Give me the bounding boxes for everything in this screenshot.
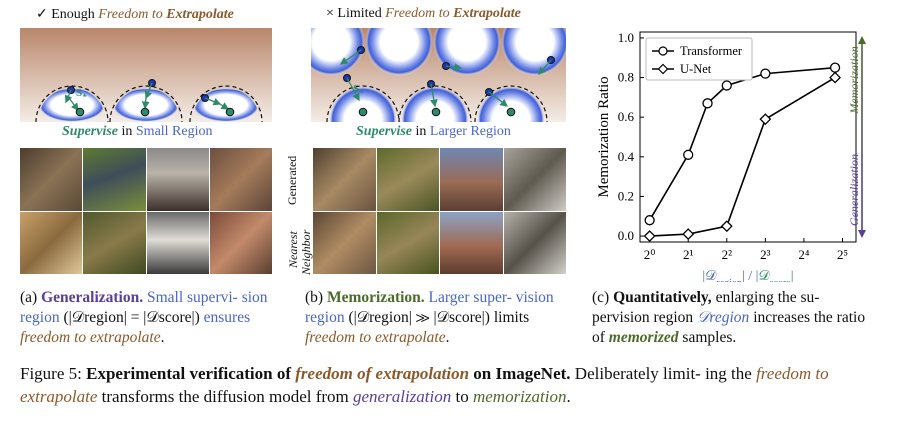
nearest-neighbor-sample	[209, 211, 272, 274]
s-star-label: S⋆	[76, 87, 87, 100]
data-point	[682, 228, 695, 240]
nearest-neighbor-sample	[313, 211, 376, 274]
panel-a-diagram: S⋆	[20, 28, 272, 122]
x-tick-label: 2⁰	[644, 247, 656, 262]
generalization-label: Generalization	[847, 154, 861, 226]
data-point	[702, 98, 713, 109]
panel-b-header: × Limited Freedom to Extrapolate	[326, 6, 521, 21]
s-star-label: S⋆	[353, 83, 364, 96]
generated-sample	[20, 148, 83, 211]
data-point	[760, 68, 771, 79]
series-line-unet	[649, 76, 836, 237]
x-tick-label: 2³	[760, 247, 771, 262]
row-label-generated: Generated	[285, 155, 299, 205]
panel-a-image-grid	[20, 148, 272, 274]
y-tick-label: 0.4	[618, 149, 635, 164]
panel-b-image-grid	[313, 148, 566, 274]
series-line-transformer	[648, 66, 836, 221]
region-circle	[189, 85, 263, 122]
legend-label: Transformer	[680, 44, 743, 58]
row-label-neighbor: Neighbor	[299, 229, 313, 275]
data-point	[829, 62, 841, 73]
axis-arrow-shaft	[861, 37, 863, 237]
legend-marker	[658, 46, 668, 56]
data-point	[721, 80, 732, 91]
data-point	[643, 230, 656, 242]
caption-b: (b) Memorization. Larger super- vision r…	[305, 289, 554, 346]
y-tick-label: 0.8	[618, 70, 634, 85]
region-circle	[35, 85, 109, 122]
caption-c: (c) Quantitatively, enlarging the su- pe…	[592, 289, 866, 346]
data-point	[683, 149, 694, 160]
arrow-down-head	[858, 230, 866, 239]
panel-a-supervise-label: Supervise in Small Region	[62, 124, 213, 139]
legend-marker	[657, 63, 669, 75]
data-point	[644, 215, 655, 226]
panel-b-supervise-label: Supervise in Larger Region	[356, 124, 511, 139]
generated-sample	[313, 148, 376, 211]
generated-sample	[83, 148, 146, 211]
memorization-label: Memorization	[847, 46, 861, 114]
panel-a-header: ✓ Enough Freedom to Extrapolate	[36, 7, 234, 22]
nearest-neighbor-sample	[83, 211, 146, 274]
generated-sample	[209, 148, 272, 211]
x-tick-label: 2⁴	[798, 247, 810, 262]
x-tick-label: 2²	[722, 247, 733, 262]
nearest-neighbor-sample	[503, 211, 566, 274]
caption-a: (a) Generalization. Small supervi- sion …	[20, 289, 268, 346]
generated-sample	[146, 148, 209, 211]
y-axis-label: Memorization Ratio	[596, 76, 612, 197]
nearest-neighbor-sample	[440, 211, 503, 274]
data-point	[759, 113, 772, 126]
generated-sample	[376, 148, 439, 211]
data-point	[829, 71, 841, 84]
x-tick-label: 2¹	[683, 247, 694, 262]
nearest-neighbor-sample	[146, 211, 209, 274]
arrow-up-head	[858, 35, 866, 44]
y-tick-label: 0.0	[618, 228, 634, 243]
panel-b-diagram: S⋆	[311, 28, 566, 122]
x-axis-label: |𝒟region| / |𝒟score|	[702, 269, 793, 282]
generated-sample	[503, 148, 566, 211]
figure-caption: Figure 5: Experimental verification of f…	[20, 364, 829, 406]
legend-label: U-Net	[680, 62, 712, 76]
generated-sample	[440, 148, 503, 211]
memorization-ratio-chart: 0.0 0.2 0.4 0.6 0.8 1.0 2⁰ 2¹ 2² 2³ 2⁴ 2⁵ Memorizati…	[596, 30, 866, 282]
y-tick-label: 1.0	[618, 30, 634, 45]
y-tick-label: 0.2	[618, 188, 634, 203]
data-point	[720, 220, 733, 233]
x-tick-label: 2⁵	[837, 247, 848, 262]
y-tick-label: 0.6	[618, 109, 635, 124]
region-circle	[109, 79, 183, 122]
nearest-neighbor-sample	[376, 211, 439, 274]
nearest-neighbor-sample	[20, 211, 83, 274]
plot-frame	[639, 31, 857, 243]
